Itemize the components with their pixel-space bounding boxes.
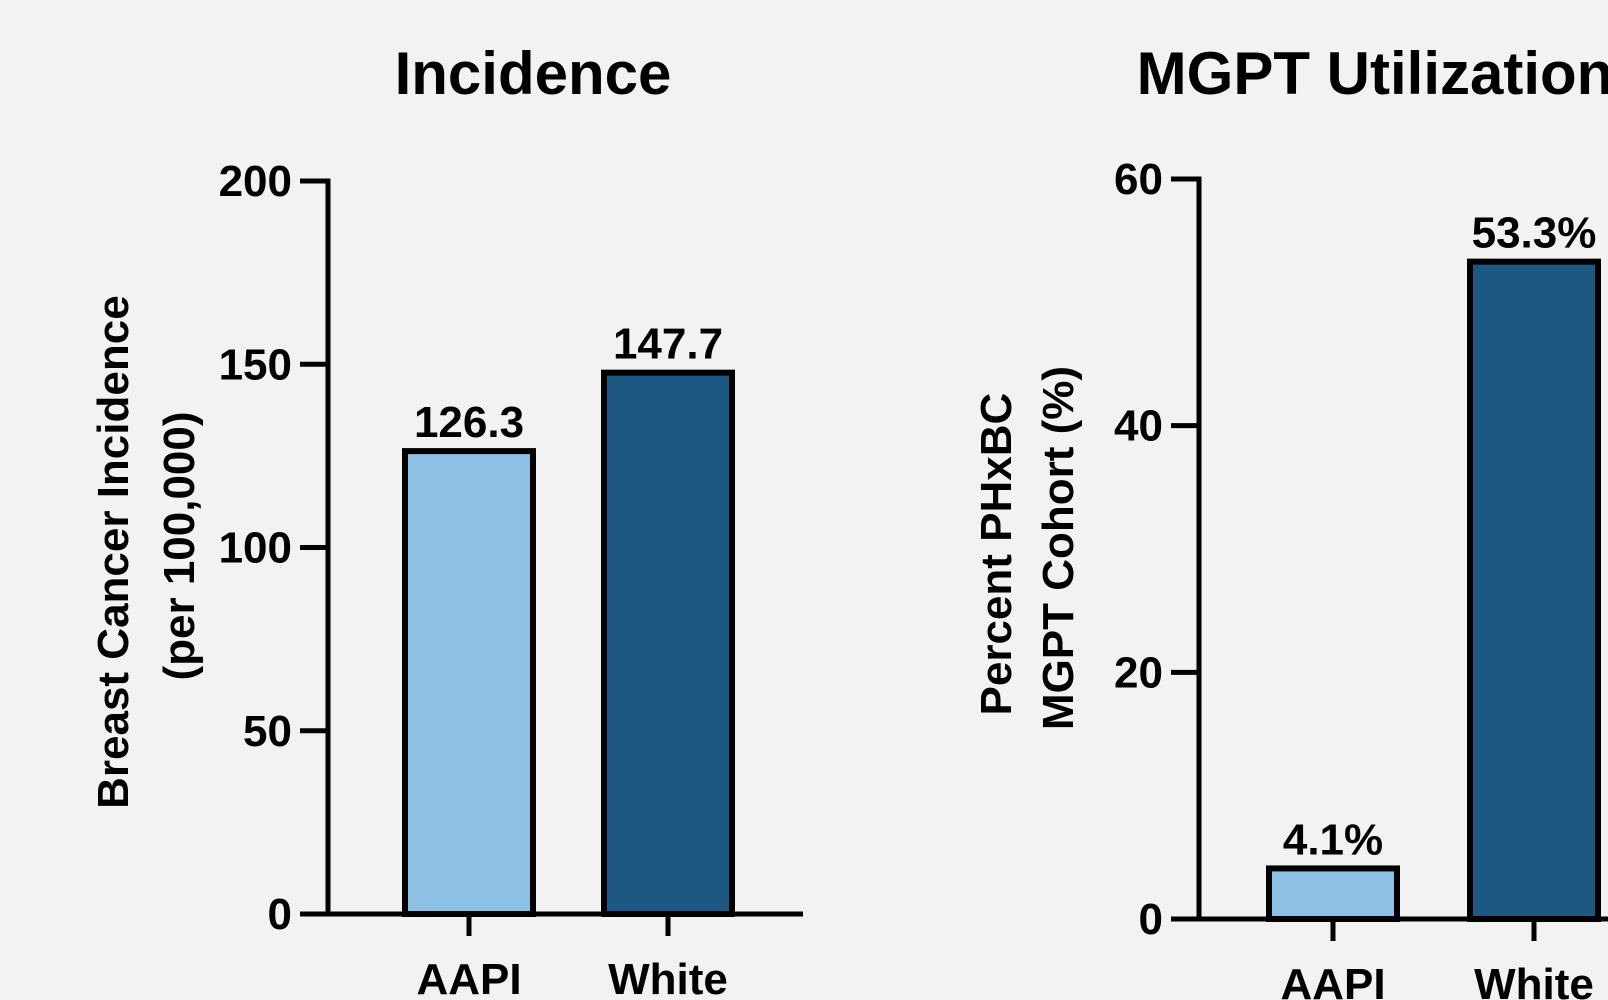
mgpt-category-label-aapi: AAPI: [1280, 960, 1385, 1000]
incidence-panel: Incidence Breast Cancer Incidence (per 1…: [89, 40, 803, 1000]
incidence-ylabel-line-2: (per 100,000): [155, 411, 204, 680]
mgpt-y-tick-label: 20: [1114, 648, 1163, 697]
incidence-y-tick-label: 200: [219, 157, 292, 206]
incidence-y-tick-label: 50: [243, 707, 292, 756]
incidence-category-label-white: White: [608, 955, 728, 1000]
incidence-bar-white: [601, 369, 735, 917]
mgpt-y-tick-label: 40: [1114, 402, 1163, 451]
mgpt-data-label-white: 53.3%: [1472, 209, 1597, 258]
mgpt-utilization-panel: MGPT Utilization Percent PHxBC MGPT Coho…: [972, 40, 1608, 1000]
incidence-category-label-aapi: AAPI: [416, 955, 521, 1000]
incidence-title: Incidence: [395, 40, 672, 107]
incidence-bar-aapi: [402, 448, 536, 917]
incidence-ylabel-line-1: Breast Cancer Incidence: [89, 295, 138, 809]
mgpt-title: MGPT Utilization: [1137, 40, 1608, 107]
mgpt-labels: 4.1% AAPI 53.3% White: [1280, 209, 1596, 1000]
incidence-y-tick-label: 100: [219, 524, 292, 573]
mgpt-axes: 0 20 40 60: [1114, 155, 1608, 944]
mgpt-category-label-white: White: [1474, 960, 1594, 1000]
mgpt-ylabel-line-1: Percent PHxBC: [972, 393, 1021, 716]
incidence-bars: [402, 369, 735, 917]
mgpt-y-tick-label: 0: [1139, 895, 1163, 944]
mgpt-ylabel-line-2: MGPT Cohort (%): [1034, 366, 1083, 730]
incidence-data-label-white: 147.7: [613, 320, 723, 369]
mgpt-bar-aapi: [1266, 865, 1400, 923]
incidence-y-tick-label: 150: [219, 340, 292, 389]
mgpt-y-tick-label: 60: [1114, 155, 1163, 204]
mgpt-bars: [1266, 258, 1601, 923]
mgpt-bar-white: [1467, 258, 1601, 922]
mgpt-ylabel: Percent PHxBC MGPT Cohort (%): [972, 366, 1083, 730]
incidence-labels: 126.3 AAPI 147.7 White: [414, 320, 728, 1000]
incidence-y-tick-label: 0: [268, 890, 292, 939]
incidence-ylabel: Breast Cancer Incidence (per 100,000): [89, 283, 204, 809]
mgpt-data-label-aapi: 4.1%: [1283, 815, 1383, 864]
incidence-data-label-aapi: 126.3: [414, 398, 524, 447]
